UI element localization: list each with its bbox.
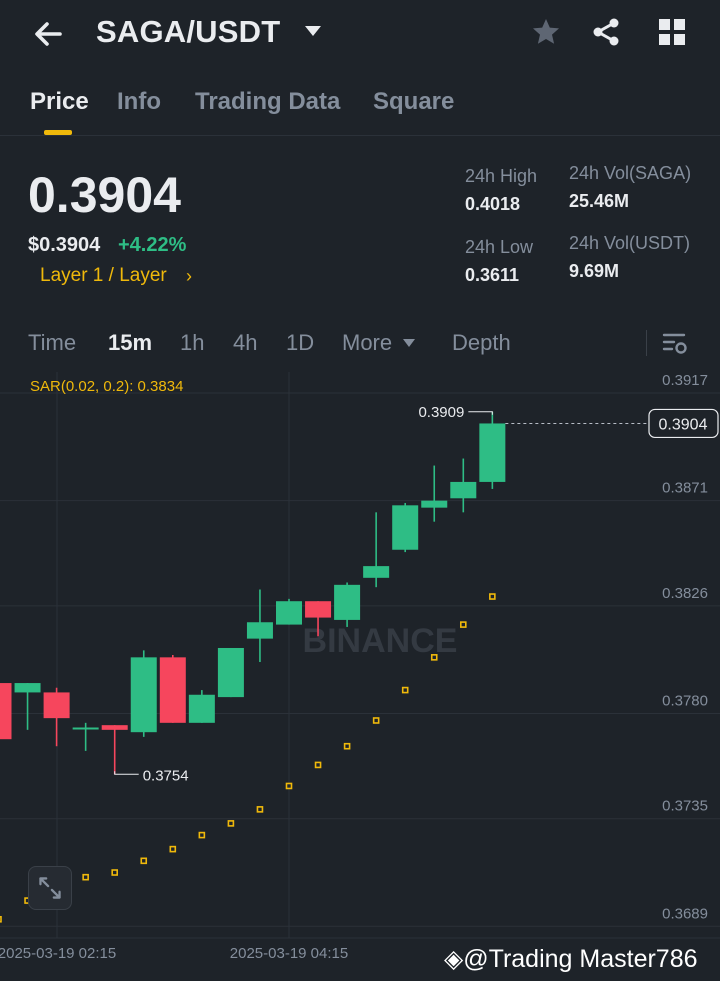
high-marker-line: [468, 411, 493, 415]
sar-dot: [372, 717, 380, 724]
y-tick-label: 0.3689: [662, 905, 708, 922]
candle-body: [101, 725, 128, 730]
candle-body: [217, 647, 244, 698]
interval-depth[interactable]: Depth: [452, 330, 511, 355]
candle-body: [72, 727, 99, 730]
sar-dot: [285, 782, 293, 790]
sar-dot: [256, 806, 264, 813]
star-icon[interactable]: [530, 16, 562, 48]
sar-dot: [459, 621, 467, 628]
pair-title[interactable]: SAGA/USDT: [96, 14, 281, 49]
sar-dot: [0, 915, 2, 923]
candle-body: [188, 694, 215, 723]
y-tick-label: 0.3735: [662, 798, 708, 815]
low-value: 0.3611: [465, 265, 520, 285]
x-tick-label: 2025-03-19 04:15: [230, 945, 348, 962]
divider: [646, 330, 647, 356]
last-price: 0.3904: [28, 167, 181, 223]
creator-watermark: ◈@Trading Master786: [444, 945, 698, 973]
share-icon[interactable]: [590, 16, 622, 48]
chart-settings-icon[interactable]: [662, 330, 688, 356]
interval-1h[interactable]: 1h: [180, 330, 205, 355]
y-axis: 0.3917 0.3871 0.3826 0.3780 0.3735 0.3689: [662, 372, 708, 922]
tab-square[interactable]: Square: [373, 88, 455, 115]
sar-dot: [198, 831, 206, 839]
exchange-watermark: BINANCE: [303, 622, 458, 660]
sar-dot: [343, 742, 351, 750]
grid-lines: [0, 372, 720, 939]
candle-body: [479, 423, 506, 482]
low-marker-line: [114, 771, 139, 775]
low-marker-label: 0.3754: [143, 767, 189, 784]
tab-trading-data[interactable]: Trading Data: [195, 88, 341, 115]
sar-dot: [430, 654, 438, 661]
x-tick-label: 2025-03-19 02:15: [0, 945, 116, 962]
candlestick-chart[interactable]: BINANCE 0.39170.38710.38260.37800.37350.…: [0, 372, 720, 972]
candle-body: [43, 692, 70, 719]
candle-body: [421, 500, 448, 508]
expand-icon: [39, 877, 61, 899]
vol-base-label: 24h Vol(SAGA): [569, 163, 692, 183]
y-tick-label: 0.3780: [662, 692, 708, 709]
top-bar: SAGA/USDT: [0, 0, 720, 68]
vol-quote-value: 9.69M: [569, 261, 620, 281]
high-marker-label: 0.3909: [418, 404, 464, 421]
caret-down-icon[interactable]: [402, 338, 416, 348]
sar-dots: [0, 593, 496, 923]
y-tick-label: 0.3871: [662, 480, 708, 497]
interval-4h[interactable]: 4h: [233, 330, 258, 355]
candle-body: [159, 657, 186, 723]
price-markers: 0.3904 0.3909 0.3754: [114, 404, 719, 784]
tab-price[interactable]: Price: [30, 88, 89, 115]
sar-dot: [401, 686, 409, 694]
high-value: 0.4018: [465, 194, 521, 214]
caret-down-icon[interactable]: [304, 24, 322, 38]
candle-body: [246, 622, 273, 639]
low-label: 24h Low: [465, 237, 534, 257]
interval-time[interactable]: Time: [28, 330, 77, 355]
sar-dot: [82, 873, 89, 881]
sar-dot: [111, 869, 118, 876]
y-tick-label: 0.3917: [662, 372, 708, 389]
candles: [0, 411, 506, 775]
interval-1d[interactable]: 1D: [286, 330, 315, 355]
x-axis: 2025-03-19 02:15 2025-03-19 04:15: [0, 945, 348, 962]
tab-info[interactable]: Info: [117, 88, 161, 115]
back-arrow-icon[interactable]: [30, 16, 66, 52]
vol-quote-label: 24h Vol(USDT): [569, 233, 691, 253]
usd-price: $0.3904: [28, 234, 101, 256]
sar-dot: [227, 820, 235, 827]
candle-body: [0, 683, 12, 740]
vol-base-value: 25.46M: [569, 191, 630, 211]
grid-icon[interactable]: [656, 16, 688, 48]
chevron-right-icon[interactable]: ›: [186, 266, 192, 286]
candle-body: [450, 481, 477, 499]
active-tab-indicator: [44, 130, 72, 135]
category-tags[interactable]: Layer 1 / Layer: [40, 265, 167, 286]
candle-body: [130, 657, 157, 733]
candle-body: [334, 584, 361, 620]
tab-bar: Price Info Trading Data Square: [0, 80, 720, 136]
expand-chart-button[interactable]: [28, 866, 72, 910]
price-change: +4.22%: [118, 234, 187, 256]
current-price-box: [648, 408, 719, 439]
candle-body: [305, 601, 332, 618]
candle-body: [14, 683, 41, 693]
interval-bar: Time 15m 1h 4h 1D More Depth: [0, 322, 720, 370]
candle-body: [363, 566, 390, 578]
sar-indicator-label: SAR(0.02, 0.2): 0.3834: [30, 378, 184, 395]
candle-body: [392, 505, 419, 550]
y-tick-label: 0.3826: [662, 585, 708, 602]
interval-more[interactable]: More: [342, 330, 393, 355]
sar-dot: [314, 761, 322, 769]
high-label: 24h High: [465, 166, 538, 186]
sar-dot: [140, 857, 148, 865]
sar-dot: [169, 845, 177, 853]
interval-15m[interactable]: 15m: [108, 330, 153, 355]
candle-body: [276, 601, 302, 625]
sar-dot: [489, 593, 496, 600]
current-price-label: 0.3904: [659, 416, 708, 433]
